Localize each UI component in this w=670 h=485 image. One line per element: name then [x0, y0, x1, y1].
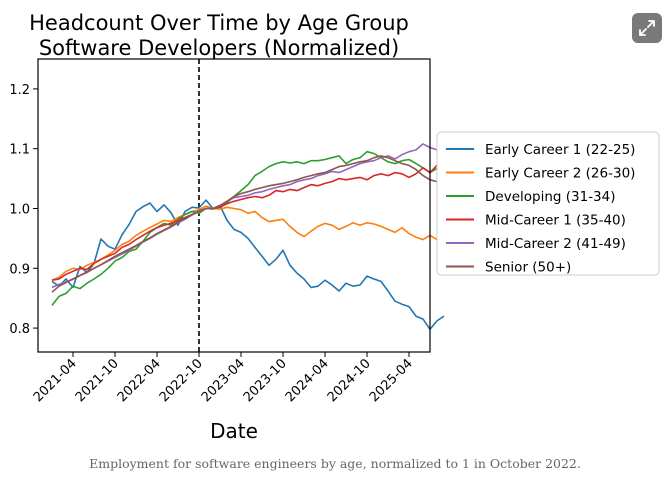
legend-label: Developing (31-34): [485, 189, 616, 205]
figure-caption: Employment for software engineers by age…: [89, 456, 581, 471]
y-tick-label: 1.0: [9, 202, 30, 217]
series-line: [51, 205, 445, 281]
y-tick-label: 0.8: [9, 322, 30, 337]
legend-label: Mid-Career 2 (41-49): [485, 236, 626, 252]
legend-label: Mid-Career 1 (35-40): [485, 213, 626, 229]
legend-label: Senior (50+): [485, 260, 571, 276]
expand-diagonal-icon: [639, 20, 655, 36]
series-line: [51, 164, 445, 281]
x-tick-label: 2025-04: [367, 356, 416, 405]
plot-frame: [37, 58, 431, 353]
x-tick-label: 2021-10: [73, 356, 122, 405]
y-tick-label: 0.9: [9, 262, 30, 277]
expand-button[interactable]: [632, 13, 662, 43]
x-axis-label: Date: [210, 419, 258, 443]
x-tick-label: 2022-10: [157, 356, 206, 405]
x-tick-label: 2022-04: [115, 356, 164, 405]
y-tick-label: 1.1: [9, 143, 30, 158]
series-line: [51, 143, 445, 289]
plot-area: 0.8 0.9 1.0 1.1 1.2 2021-042021-102022-042022…: [9, 59, 445, 405]
x-tick-label: 2024-10: [325, 356, 374, 405]
chart-title: Headcount Over Time by Age Group: [29, 11, 409, 35]
line-chart: Headcount Over Time by Age Group Softwar…: [9, 11, 660, 443]
x-tick-label: 2023-10: [241, 356, 290, 405]
series-line: [51, 199, 445, 331]
legend-label: Early Career 2 (26-30): [485, 166, 635, 182]
x-tick-label: 2024-04: [283, 356, 332, 405]
series-line: [51, 155, 445, 293]
legend-label: Early Career 1 (22-25): [485, 142, 635, 158]
y-tick-label: 1.2: [9, 83, 30, 98]
x-tick-label: 2023-04: [199, 356, 248, 405]
chart-subtitle: Software Developers (Normalized): [39, 36, 399, 60]
legend: Early Career 1 (22-25) Early Career 2 (26…: [436, 131, 660, 276]
legend-box: [436, 131, 660, 276]
x-tick-label: 2021-04: [31, 356, 80, 405]
